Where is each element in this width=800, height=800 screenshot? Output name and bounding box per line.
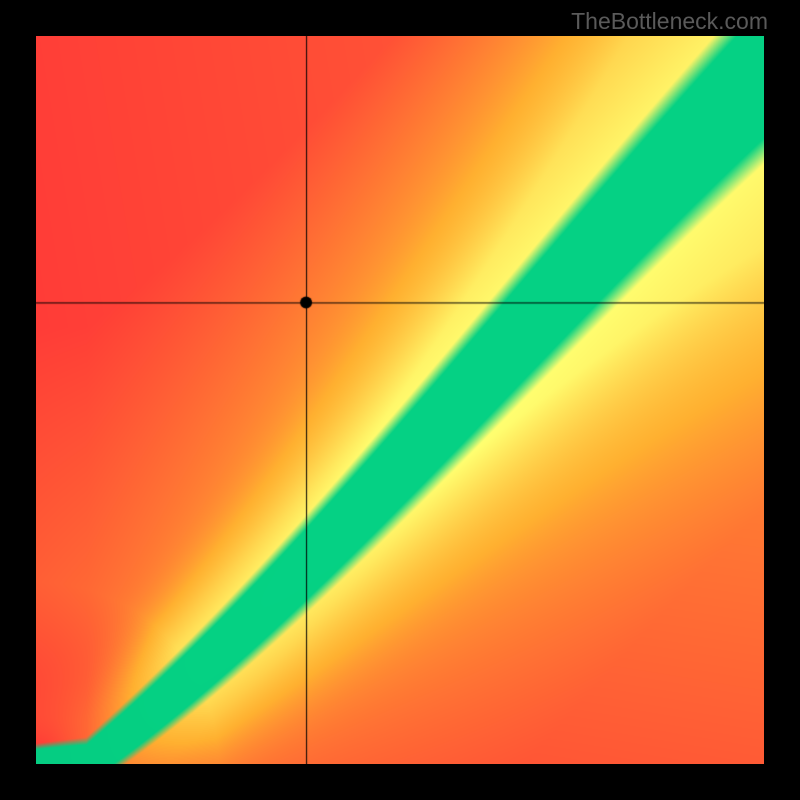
watermark-text: TheBottleneck.com xyxy=(571,8,768,35)
heatmap-canvas xyxy=(36,36,764,764)
bottleneck-heatmap-chart xyxy=(36,36,764,764)
